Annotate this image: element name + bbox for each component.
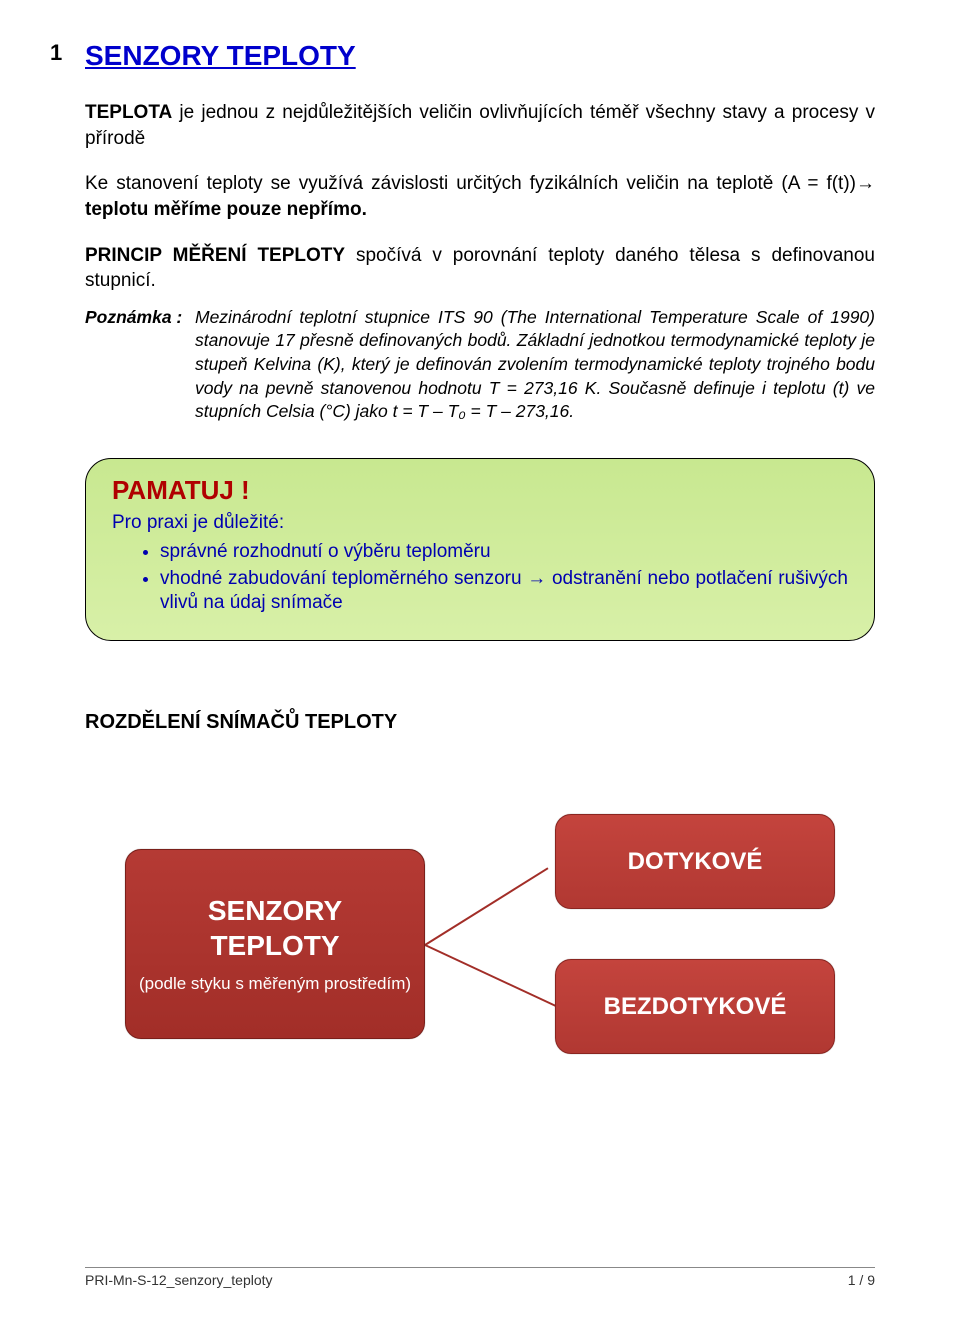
page: 1 SENZORY TEPLOTY TEPLOTA je jednou z ne… [0,0,960,1318]
intro2-text: Ke stanovení teploty se využívá závislos… [85,173,875,194]
intro-paragraph-2: Ke stanovení teploty se využívá závislos… [85,171,875,222]
diagram-main-title-line2: TEPLOTY [208,928,342,963]
intro1-text: je jednou z nejdůležitějších veličin ovl… [85,102,875,149]
diagram-right-1-label: DOTYKOVÉ [628,848,763,876]
diagram: SENZORY TEPLOTY (podle styku s měřeným p… [85,814,875,1114]
callout-title: PAMATUJ ! [112,475,848,506]
callout-list: správné rozhodnutí o výběru teploměru vh… [112,540,848,616]
note-label: Poznámka : [85,306,195,424]
diagram-right-2-label: BEZDOTYKOVÉ [604,993,787,1021]
callout-box: PAMATUJ ! Pro praxi je důležité: správné… [85,458,875,641]
diagram-main-sub: (podle styku s měřeným prostředím) [139,973,411,994]
callout-item: správné rozhodnutí o výběru teploměru [160,540,848,565]
page-title: SENZORY TEPLOTY [85,40,875,72]
section-heading: ROZDĚLENÍ SNÍMAČŮ TEPLOTY [85,711,875,734]
diagram-right-box-1: DOTYKOVÉ [555,814,835,909]
diagram-connector [425,944,562,1009]
diagram-right-box-2: BEZDOTYKOVÉ [555,959,835,1054]
note-body: Mezinárodní teplotní stupnice ITS 90 (Th… [195,306,875,424]
diagram-main-title: SENZORY TEPLOTY [208,893,342,963]
page-number: 1 [50,40,62,66]
intro1-bold: TEPLOTA [85,102,172,123]
diagram-connector [424,867,548,946]
diagram-main-title-line1: SENZORY [208,893,342,928]
principle-paragraph: PRINCIP MĚŘENÍ TEPLOTY spočívá v porovná… [85,243,875,294]
page-footer: PRI-Mn-S-12_senzory_teploty 1 / 9 [85,1267,875,1288]
callout-subtitle: Pro praxi je důležité: [112,512,848,534]
principle-label: PRINCIP MĚŘENÍ TEPLOTY [85,245,345,266]
intro2-bold: teplotu měříme pouze nepřímo. [85,199,367,220]
note-block: Poznámka : Mezinárodní teplotní stupnice… [85,306,875,424]
footer-left: PRI-Mn-S-12_senzory_teploty [85,1272,273,1288]
footer-right: 1 / 9 [848,1272,875,1288]
diagram-main-box: SENZORY TEPLOTY (podle styku s měřeným p… [125,849,425,1039]
intro-paragraph-1: TEPLOTA je jednou z nejdůležitějších vel… [85,100,875,151]
callout-item: vhodné zabudování teploměrného senzoru →… [160,567,848,616]
